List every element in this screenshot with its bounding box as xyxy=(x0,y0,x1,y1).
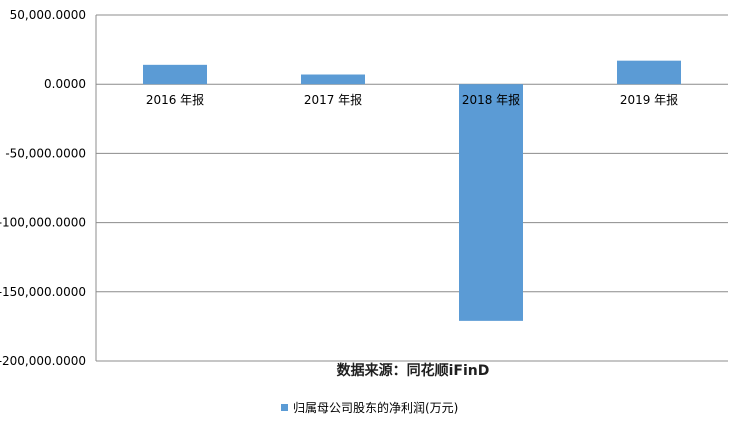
bar xyxy=(617,60,681,85)
legend-label: 归属母公司股东的净利润(万元) xyxy=(293,400,458,415)
legend: 归属母公司股东的净利润(万元) xyxy=(281,400,458,415)
legend-swatch xyxy=(281,404,288,411)
y-axis-ticks: 50,000.0000 0.0000 -50,000.0000 -100,000.00… xyxy=(0,8,86,368)
y-tick-label: 0.0000 xyxy=(44,77,86,91)
source-annotation: 数据来源：同花顺iFinD xyxy=(337,362,490,379)
y-tick-label: -200,000.0000 xyxy=(0,354,86,368)
category-label: 2016 年报 xyxy=(146,92,204,107)
y-tick-label: -50,000.0000 xyxy=(5,146,86,160)
y-tick-label: -150,000.0000 xyxy=(0,285,86,299)
category-label: 2018 年报 xyxy=(462,92,520,107)
bars xyxy=(143,60,681,321)
category-label: 2017 年报 xyxy=(304,92,362,107)
bar xyxy=(143,64,207,85)
category-label: 2019 年报 xyxy=(620,92,678,107)
bar xyxy=(459,84,523,321)
y-tick-label: 50,000.0000 xyxy=(10,8,86,22)
bar xyxy=(301,74,365,85)
y-tick-label: -100,000.0000 xyxy=(0,216,86,230)
category-labels: 2016 年报 2017 年报 2018 年报 2019 年报 xyxy=(146,92,678,107)
